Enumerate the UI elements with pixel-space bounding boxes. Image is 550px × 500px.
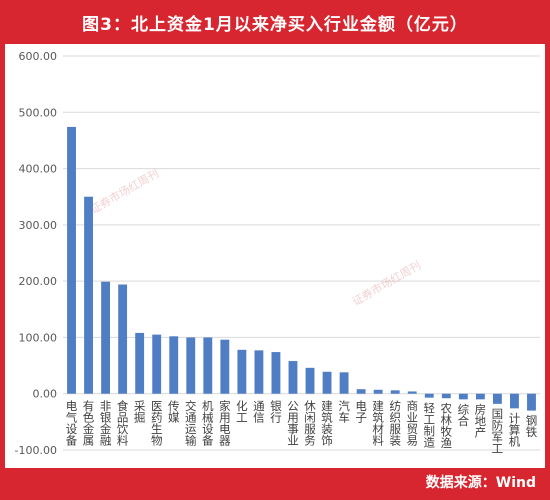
- x-tick-label: 通信: [252, 400, 266, 424]
- x-tick-label: 公用事业: [286, 400, 300, 446]
- bar: [356, 389, 366, 394]
- bar: [84, 196, 93, 394]
- x-tick-label: 建筑材料: [371, 399, 385, 447]
- x-tick-label: 采掘: [133, 400, 147, 424]
- y-tick-label: 600.00: [19, 50, 58, 63]
- x-tick-label: 电子: [354, 400, 368, 423]
- bar: [237, 349, 247, 394]
- x-tick-label: 机械设备: [201, 399, 215, 447]
- bar: [407, 391, 417, 394]
- x-tick-label: 国防军工: [490, 408, 504, 454]
- bar: [67, 126, 76, 394]
- y-tick-label: 300.00: [19, 219, 58, 232]
- y-tick-label: 500.00: [19, 106, 58, 119]
- bars-layer: [67, 126, 536, 411]
- bar: [186, 337, 196, 394]
- x-tick-label: 传媒: [167, 399, 181, 424]
- x-tick-label: 休闲服务: [303, 400, 317, 446]
- bar: [135, 332, 145, 394]
- bar: [271, 352, 281, 394]
- x-tick-label: 化工: [235, 399, 249, 423]
- x-tick-label: 纺织服装: [388, 399, 402, 447]
- x-tick-label: 农林牧渔: [439, 401, 453, 449]
- x-tick-label: 电气设备: [65, 400, 79, 447]
- x-tick-label: 商业贸易: [405, 399, 419, 447]
- bar: [203, 337, 213, 394]
- x-tick-label: 计算机: [507, 412, 521, 447]
- x-tick-label: 汽车: [337, 399, 351, 424]
- bar: [390, 390, 400, 394]
- x-tick-label: 钢铁: [524, 415, 538, 438]
- x-tick-label: 有色金属: [82, 399, 96, 447]
- bar: [373, 389, 383, 394]
- bar: [118, 284, 128, 394]
- x-tick-label: 综合: [456, 402, 470, 426]
- y-tick-label: -100.00: [15, 444, 57, 457]
- bar: [441, 393, 451, 399]
- x-tick-label: 非银金融: [99, 400, 113, 447]
- x-tick-label: 医药生物: [150, 400, 164, 446]
- y-tick-label: 0.00: [33, 388, 58, 401]
- x-tick-label: 轻工制造: [422, 401, 436, 448]
- watermark-logo: 证券市场红周刊: [350, 258, 424, 309]
- y-tick-label: 400.00: [19, 163, 58, 176]
- y-axis-ticks: 600.00 500.00 400.00 300.00 200.00 100.00 0.00…: [15, 50, 57, 457]
- bar: [305, 367, 315, 394]
- bar: [288, 361, 298, 394]
- bar: [152, 334, 162, 394]
- bar: [220, 339, 230, 394]
- bar: [254, 350, 264, 394]
- x-tick-label: 家用电器: [218, 399, 232, 447]
- x-tick-label: 银行: [269, 399, 283, 424]
- bar: [458, 393, 468, 400]
- x-tick-label: 交通运输: [184, 399, 198, 447]
- bar: [339, 372, 349, 394]
- bar: [169, 336, 179, 394]
- x-tick-label: 建筑装饰: [320, 399, 334, 446]
- bar: [527, 393, 536, 411]
- x-axis-ticks: 电气设备 有色金属 非银金融 食品饮料 采掘 医药生物 传媒 交通运输 机械设备 家用电器 化工 通信…: [65, 399, 539, 454]
- bar: [424, 393, 434, 398]
- chart-panel: 证券市场红周刊 证券市场红周刊 600.00 500.00 400.00 300.00 2…: [5, 44, 545, 468]
- bar: [492, 393, 502, 404]
- bar: [475, 393, 485, 400]
- chart-title: 图3：北上资金1月以来净买入行业金额（亿元）: [82, 14, 468, 35]
- y-tick-label: 200.00: [19, 275, 58, 288]
- x-tick-label: 房地产: [473, 403, 487, 438]
- bar: [101, 281, 111, 394]
- x-tick-label: 食品饮料: [116, 399, 130, 447]
- bar: [322, 371, 332, 394]
- bar: [510, 393, 519, 409]
- title-bar: 图3：北上资金1月以来净买入行业金额（亿元）: [0, 0, 550, 44]
- watermark-logo: 证券市场红周刊: [88, 166, 162, 217]
- grid-layer: [63, 55, 540, 451]
- y-tick-label: 100.00: [19, 331, 58, 344]
- source-note: 数据来源：Wind: [425, 475, 536, 491]
